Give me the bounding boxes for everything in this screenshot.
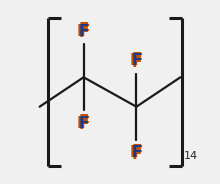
Text: F: F <box>78 22 89 38</box>
Text: 14: 14 <box>184 151 198 161</box>
Text: F: F <box>133 53 143 68</box>
Text: F: F <box>78 117 89 132</box>
Text: F: F <box>78 116 89 131</box>
Text: F: F <box>130 53 140 68</box>
Text: F: F <box>133 145 143 160</box>
Text: F: F <box>77 24 87 39</box>
Text: F: F <box>131 145 142 160</box>
Text: F: F <box>131 54 142 70</box>
Text: F: F <box>80 116 90 131</box>
Text: F: F <box>78 24 89 39</box>
Text: F: F <box>80 24 90 39</box>
Text: F: F <box>78 114 89 130</box>
Text: F: F <box>78 25 89 40</box>
Text: F: F <box>131 144 142 159</box>
Text: F: F <box>131 53 142 68</box>
Text: F: F <box>131 52 142 67</box>
Text: F: F <box>131 146 142 162</box>
Text: F: F <box>130 145 140 160</box>
Text: F: F <box>77 116 87 131</box>
